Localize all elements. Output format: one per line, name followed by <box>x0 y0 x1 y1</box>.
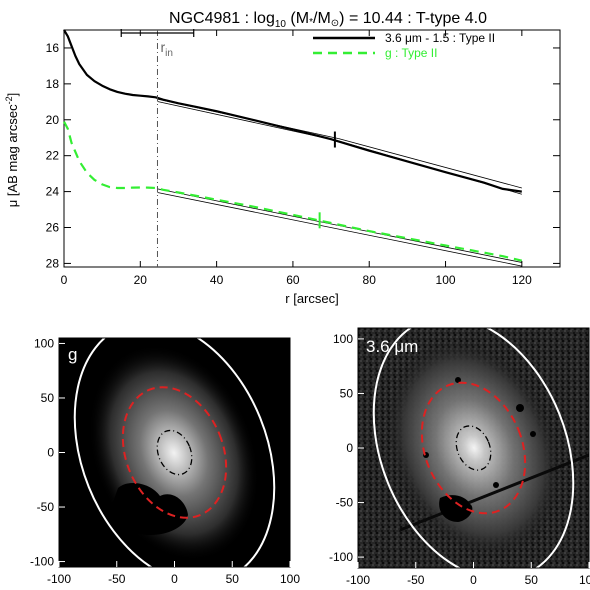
g-x-tick-label: 0 <box>171 572 178 586</box>
x-axis-label: r [arcsec] <box>285 291 338 306</box>
g-break-ellipse <box>121 386 228 519</box>
chart-title: NGC4981 : log10 (M*/M⊙) = 10.44 : T-type… <box>169 10 487 30</box>
x-tick-label: 0 <box>61 273 68 287</box>
g-inner-ellipse <box>156 429 193 476</box>
x-tick-label: 40 <box>210 273 224 287</box>
profile-plot-frame <box>63 29 561 268</box>
g-y-tick-label: 100 <box>34 336 54 350</box>
y-tick-label: 20 <box>46 113 60 127</box>
g-y-tick-label: -50 <box>37 500 55 514</box>
profile-axes: 0 20 40 60 80 100 120 16 18 20 22 24 26 28 <box>46 30 560 287</box>
profile-lines <box>63 29 523 262</box>
ir-y-tick-label: -100 <box>329 550 353 564</box>
ir-x-tick-label: 100 <box>579 573 590 587</box>
g-axes: -100 -50 0 50 100 -100 -50 0 50 100 <box>30 336 300 586</box>
profile-fits <box>157 98 522 267</box>
ir-panel-label: 3.6 μm <box>366 337 418 356</box>
ir-y-tick-label: -50 <box>336 496 354 510</box>
ir-inner-ellipse <box>455 425 492 471</box>
fit-line-3-6um <box>338 138 522 189</box>
g-band-image-panel: g -100 -50 0 50 100 -100 -50 0 50 100 <box>30 336 300 586</box>
x-tick-label: 20 <box>134 273 148 287</box>
legend-label-3-6um: 3.6 μm - 1.5 : Type II <box>385 31 495 45</box>
ir-y-tick-label: 50 <box>340 386 354 400</box>
g-y-tick-label: -100 <box>30 555 54 569</box>
x-tick-label: 100 <box>436 273 456 287</box>
ir-x-tick-label: 50 <box>525 573 539 587</box>
y-tick-label: 18 <box>46 77 60 91</box>
ir-image-panel: 3.6 μm -100 -50 0 50 100 -100 -50 0 50 100 <box>329 327 590 587</box>
x-tick-label: 60 <box>286 273 300 287</box>
ir-axes: -100 -50 0 50 100 -100 -50 0 50 100 <box>329 332 590 587</box>
y-tick-label: 24 <box>46 185 60 199</box>
y-tick-label: 26 <box>46 221 60 235</box>
x-tick-label: 80 <box>363 273 377 287</box>
g-y-tick-label: 50 <box>41 391 55 405</box>
y-tick-label: 28 <box>46 256 60 270</box>
profile-marks: rin <box>120 29 336 267</box>
ir-masked-star-5 <box>493 482 499 488</box>
g-x-tick-label: 100 <box>280 572 300 586</box>
ir-masked-region <box>439 495 473 522</box>
ir-masked-star-4 <box>455 377 461 383</box>
ir-masked-star-2 <box>530 431 536 437</box>
g-outer-ellipse <box>73 338 276 567</box>
y-tick-label: 22 <box>46 149 60 163</box>
ir-x-tick-label: -50 <box>407 573 425 587</box>
r-in-label: rin <box>160 39 172 59</box>
ir-break-ellipse <box>420 381 527 515</box>
x-tick-label: 120 <box>512 273 532 287</box>
g-x-tick-label: 50 <box>226 572 240 586</box>
g-y-tick-label: 0 <box>47 446 54 460</box>
g-x-tick-label: -50 <box>108 572 126 586</box>
ir-y-tick-label: 0 <box>346 441 353 455</box>
y-tick-label: 16 <box>46 41 60 55</box>
series-line-3-6um <box>63 29 522 193</box>
g-x-tick-label: -100 <box>47 572 71 586</box>
ir-x-tick-label: -100 <box>346 573 370 587</box>
ir-outer-ellipse <box>372 328 575 568</box>
legend-label-g: g : Type II <box>385 46 437 60</box>
g-panel-label: g <box>68 345 77 364</box>
ir-ellipses <box>372 328 575 568</box>
ir-artifact-streak <box>399 453 589 532</box>
g-masked-region <box>111 482 188 536</box>
g-ellipses <box>73 338 276 567</box>
ir-masked-star-1 <box>516 404 524 412</box>
ir-y-tick-label: 100 <box>333 332 353 346</box>
fit-line-g <box>157 192 522 267</box>
ir-x-tick-label: 0 <box>470 573 477 587</box>
y-axis-label: μ [AB mag arcsec-2] <box>4 93 20 208</box>
legend: 3.6 μm - 1.5 : Type II g : Type II <box>313 31 495 60</box>
ir-galaxy-glow <box>387 339 561 557</box>
series-line-g <box>63 121 523 262</box>
profile-panel: NGC4981 : log10 (M*/M⊙) = 10.44 : T-type… <box>4 10 561 306</box>
